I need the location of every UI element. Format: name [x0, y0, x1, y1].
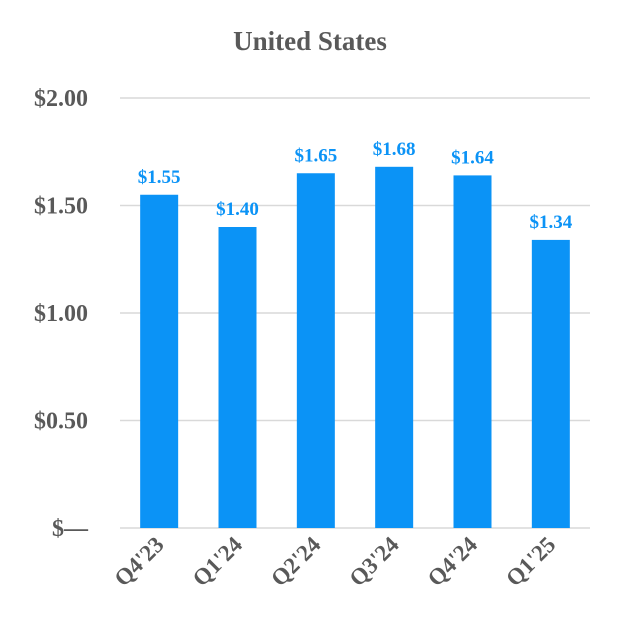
bar [140, 194, 179, 528]
data-label: $1.68 [373, 139, 416, 160]
y-tick-label: $2.00 [34, 86, 88, 112]
x-tick-label: Q4'23 [109, 532, 168, 591]
bar [296, 173, 335, 528]
bar [218, 227, 257, 528]
y-tick-label: $1.00 [34, 301, 88, 327]
y-tick-label: $0.50 [34, 409, 88, 435]
x-tick-label: Q1'25 [501, 532, 560, 591]
data-label: $1.40 [216, 199, 259, 220]
y-tick-label: $1.50 [34, 194, 88, 220]
x-tick-label: Q4'24 [423, 532, 483, 592]
x-tick-label: Q3'24 [344, 532, 404, 592]
bar [453, 175, 492, 528]
chart-title: United States [233, 26, 387, 56]
data-label: $1.65 [294, 145, 337, 166]
y-tick-label: $— [52, 516, 89, 542]
x-tick-label: Q2'24 [266, 532, 326, 592]
data-label: $1.34 [529, 212, 572, 233]
data-label: $1.55 [138, 167, 181, 188]
bar [531, 239, 570, 528]
data-label: $1.64 [451, 147, 494, 168]
bar [375, 166, 414, 529]
x-tick-label: Q1'24 [188, 532, 248, 592]
